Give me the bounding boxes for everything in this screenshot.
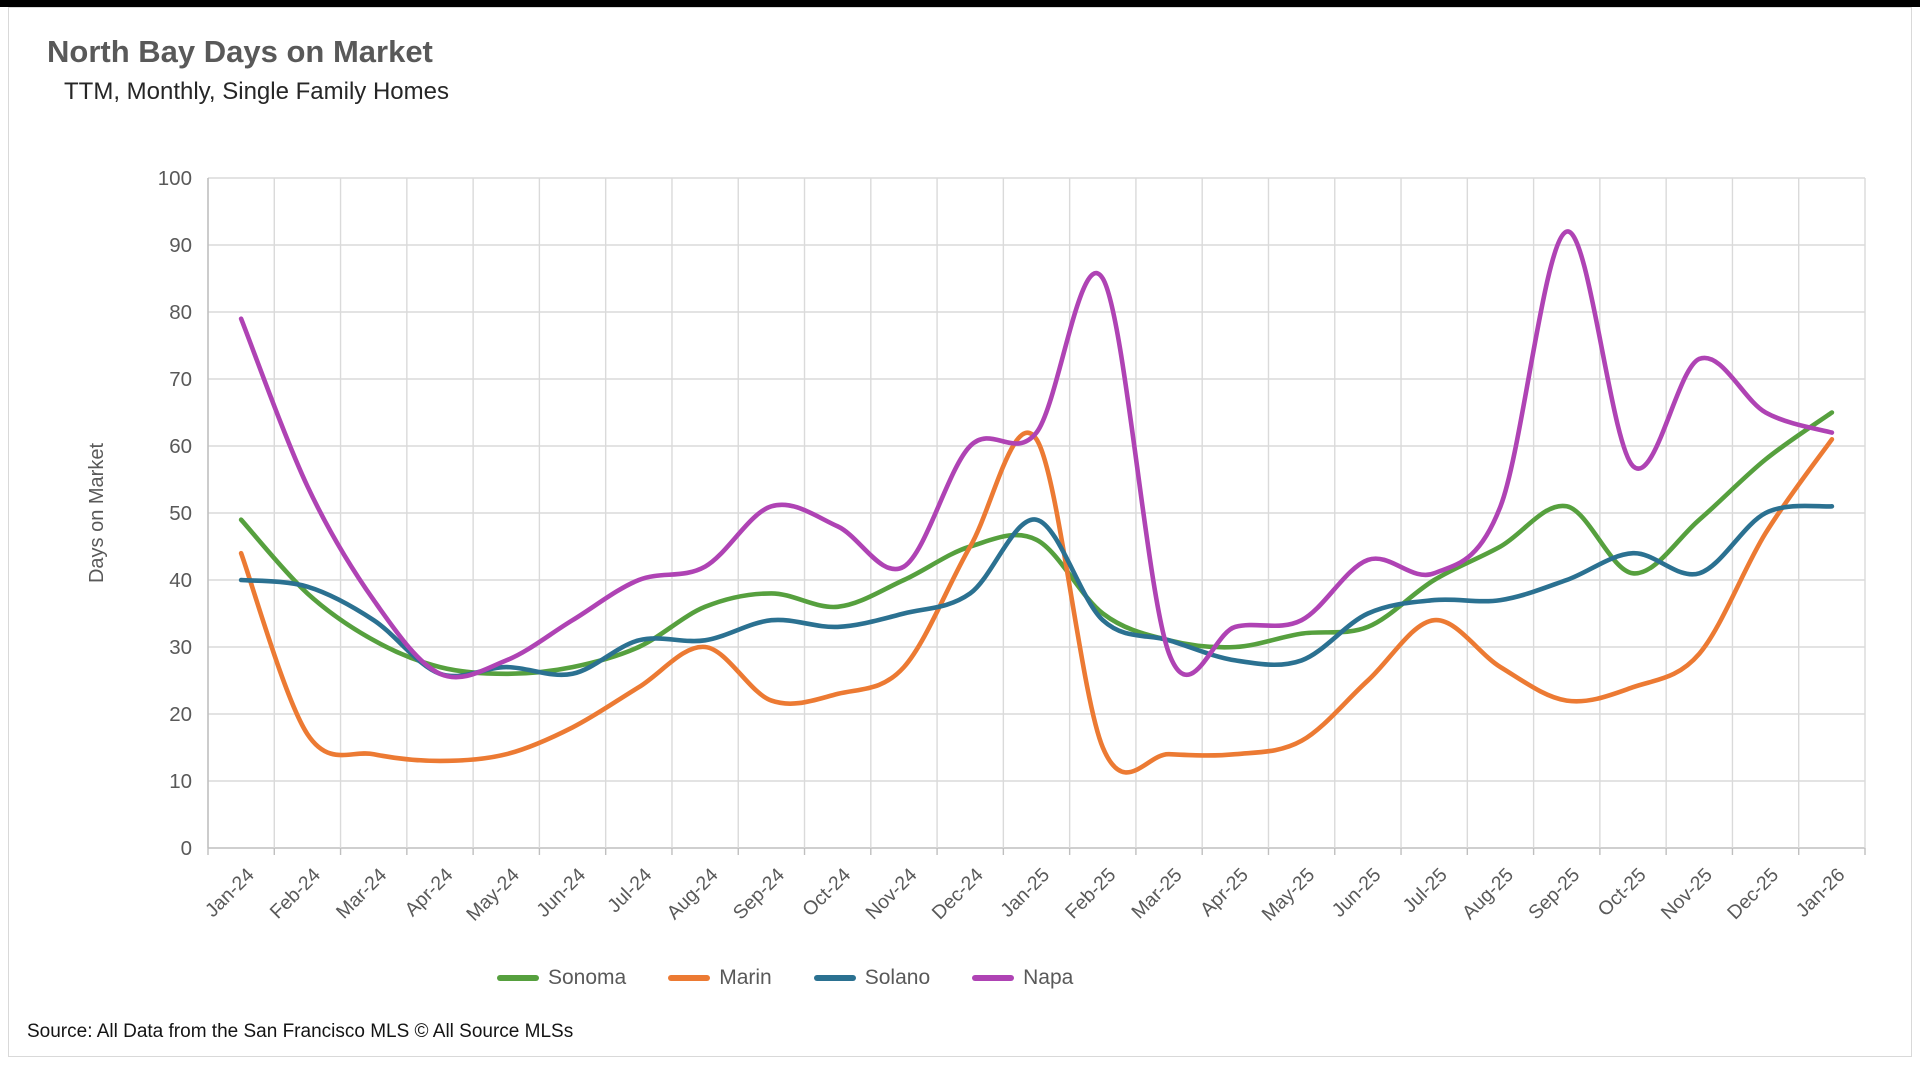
y-tick-label: 100 <box>158 167 192 190</box>
legend-swatch-napa <box>972 975 1015 981</box>
y-tick-label: 90 <box>169 234 192 257</box>
series-line-napa <box>238 229 1835 680</box>
source-note: Source: All Data from the San Francisco … <box>27 1021 574 1042</box>
x-tick-label: Jul-24 <box>603 864 656 917</box>
x-tick-label: Jul-25 <box>1399 864 1452 917</box>
x-tick-label: Jan-24 <box>201 864 259 922</box>
x-tick-label: Jan-26 <box>1792 864 1850 922</box>
x-tick-label: Sep-25 <box>1524 864 1584 924</box>
y-tick-label: 70 <box>169 368 192 391</box>
top-black-bar <box>0 0 1920 7</box>
legend-label: Marin <box>719 966 772 989</box>
legend-label: Solano <box>864 966 931 989</box>
y-tick-label: 20 <box>169 703 192 726</box>
legend: Sonoma Marin Solano Napa <box>497 962 1073 994</box>
x-tick-label: Jan-25 <box>996 864 1054 922</box>
legend-item-marin: Marin <box>668 966 772 990</box>
gridlines <box>207 177 1866 855</box>
legend-swatch-solano <box>813 975 856 981</box>
x-tick-label: Apr-24 <box>401 864 458 921</box>
legend-label: Sonoma <box>548 966 627 989</box>
x-tick-label: Mar-24 <box>332 864 391 923</box>
chart-subtitle: TTM, Monthly, Single Family Homes <box>64 78 449 105</box>
x-tick-label: Mar-25 <box>1127 864 1186 923</box>
x-tick-label: Feb-25 <box>1061 864 1120 923</box>
x-tick-label: May-25 <box>1258 864 1320 926</box>
legend-swatch-marin <box>668 975 711 981</box>
y-tick-label: 50 <box>169 502 192 525</box>
y-tick-label: 60 <box>169 435 192 458</box>
x-tick-label: Jun-25 <box>1328 864 1386 922</box>
x-tick-label: Dec-25 <box>1723 864 1783 924</box>
y-axis-title: Days on Market <box>86 443 108 583</box>
legend-item-sonoma: Sonoma <box>497 966 626 990</box>
legend-label: Napa <box>1023 966 1074 989</box>
x-tick-label: Nov-25 <box>1657 864 1717 924</box>
y-tick-label: 30 <box>169 636 192 659</box>
y-tick-label: 80 <box>169 301 192 324</box>
x-tick-label: Nov-24 <box>861 864 921 924</box>
series-line-solano <box>238 503 1835 679</box>
x-tick-label: Aug-25 <box>1458 864 1518 924</box>
legend-item-solano: Solano <box>813 966 931 990</box>
x-tick-label: Apr-25 <box>1196 864 1253 921</box>
legend-swatch-sonoma <box>497 975 539 981</box>
x-tick-label: Jun-24 <box>532 864 590 922</box>
x-tick-label: Feb-24 <box>266 864 325 923</box>
x-tick-label: Oct-25 <box>1594 864 1651 921</box>
series-line-marin <box>238 430 1835 775</box>
x-tick-label: Dec-24 <box>928 864 988 924</box>
y-tick-label: 10 <box>169 770 192 793</box>
chart-title: North Bay Days on Market <box>47 34 433 69</box>
legend-item-napa: Napa <box>972 966 1073 990</box>
plot-area: 0 10 20 30 40 50 60 70 80 90 100 Jan-24 Feb-24 Mar-24… <box>86 167 1866 926</box>
y-tick-label: 0 <box>181 837 192 860</box>
x-tick-label: Aug-24 <box>663 864 723 924</box>
y-tick-label: 40 <box>169 569 192 592</box>
x-tick-label: Oct-24 <box>798 864 855 921</box>
x-tick-label: Sep-24 <box>729 864 789 924</box>
x-tick-label: May-24 <box>462 864 524 926</box>
series-line-sonoma <box>238 410 1835 677</box>
